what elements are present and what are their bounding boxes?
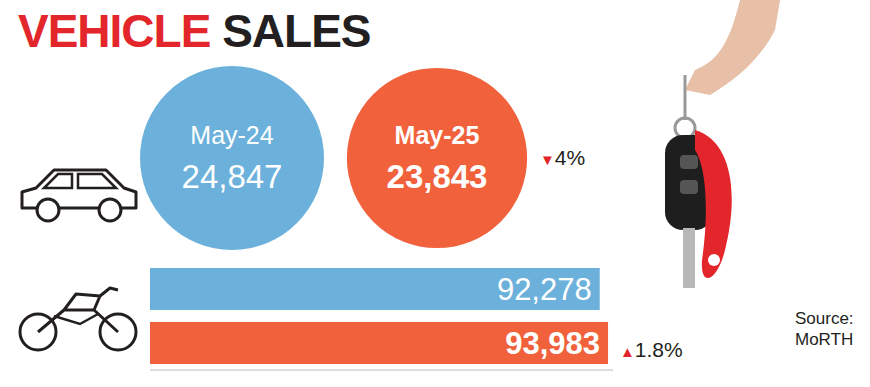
svg-text:May-24: May-24 bbox=[190, 121, 273, 149]
html-text:▼4%: ▼4% bbox=[540, 146, 586, 169]
html-text:▲1.8%: ▲1.8% bbox=[620, 338, 683, 361]
html-text:VEHICLE SALES: VEHICLE SALES bbox=[18, 5, 371, 57]
svg-text:23,843: 23,843 bbox=[387, 158, 488, 195]
svg-text:May-25: May-25 bbox=[395, 121, 480, 149]
svg-text:92,278: 92,278 bbox=[497, 272, 592, 307]
html-text:MoRTH: MoRTH bbox=[795, 330, 854, 349]
html-text:Source:: Source: bbox=[795, 309, 854, 328]
svg-text:24,847: 24,847 bbox=[182, 158, 283, 195]
svg-text:93,983: 93,983 bbox=[505, 326, 600, 361]
